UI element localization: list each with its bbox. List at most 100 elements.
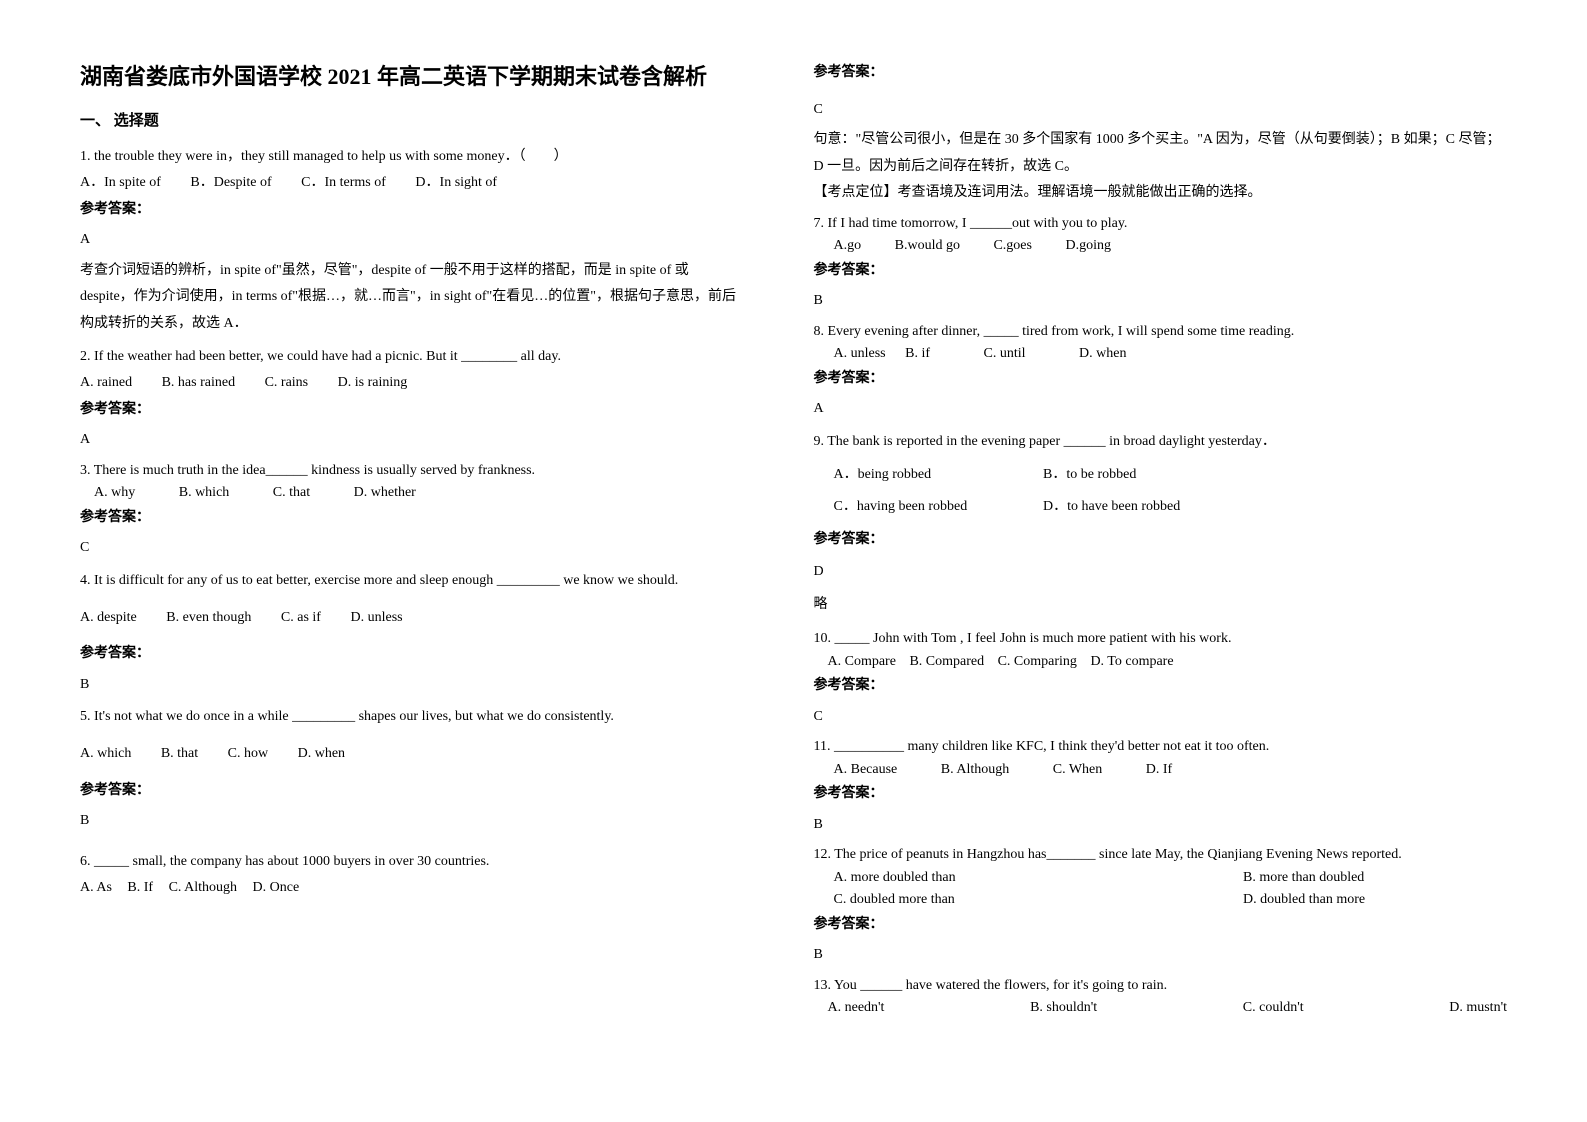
q2-opt-a: A. rained [80,370,132,397]
q7-opt-d: D.going [1065,235,1111,257]
question-8-options: A. unless B. if C. until D. when [814,343,1508,365]
answer-label-8: 参考答案： [814,366,1508,393]
q9-opt-d: D．to have been robbed [1043,494,1180,521]
q11-opt-d: D. If [1146,759,1172,781]
question-8: 8. Every evening after dinner, _____ tir… [814,321,1508,343]
right-column: 参考答案： C 句意："尽管公司很小，但是在 30 多个国家有 1000 多个买… [794,0,1587,1122]
q9-answer: D [814,559,1508,586]
q13-opt-c: C. couldn't [1243,997,1304,1019]
question-1-options: A．In spite of B．Despite of C．In terms of… [80,170,744,197]
q6-opt-a: A. As [80,875,112,902]
q7-opt-a: A.go [834,235,862,257]
q13-opt-a: A. needn't [828,997,885,1019]
question-3-options: A. why B. which C. that D. whether [80,482,744,504]
answer-label-5: 参考答案： [80,778,744,805]
question-9-options: A．being robbed B．to be robbed C．having b… [814,462,1508,521]
q1-answer: A [80,227,744,254]
question-3: 3. There is much truth in the idea______… [80,460,744,482]
q1-opt-a: A．In spite of [80,170,161,197]
question-12-options: A. more doubled than B. more than double… [814,867,1508,912]
q6-opt-b: B. If [127,875,153,902]
answer-label-3: 参考答案： [80,505,744,532]
q9-opt-b: B．to be robbed [1043,462,1136,489]
question-6-options: A. As B. If C. Although D. Once [80,875,744,902]
answer-label-2: 参考答案： [80,397,744,424]
question-5-options: A. which B. that C. how D. when [80,741,744,768]
question-4-options: A. despite B. even though C. as if D. un… [80,605,744,632]
answer-label-10: 参考答案： [814,673,1508,700]
q1-explanation: 考查介词短语的辨析，in spite of"虽然，尽管"，despite of … [80,258,744,338]
q4-answer: B [80,672,744,699]
q1-opt-b: B．Despite of [190,170,271,197]
q10-opt-a: A. Compare [828,651,896,673]
q7-opt-c: C.goes [993,235,1032,257]
q3-opt-a: A. why [94,482,135,504]
q4-opt-d: D. unless [350,605,402,632]
answer-label-4: 参考答案： [80,641,744,668]
q6-answer: C [814,97,1508,124]
q10-opt-b: B. Compared [909,651,984,673]
answer-label-9: 参考答案： [814,527,1508,554]
q12-opt-b: B. more than doubled [1243,867,1364,889]
answer-label-11: 参考答案： [814,781,1508,808]
q7-opt-b: B.would go [895,235,960,257]
q10-answer: C [814,704,1508,731]
question-6: 6. _____ small, the company has about 10… [80,849,744,876]
q9-opt-a: A．being robbed [834,462,1014,489]
q5-opt-b: B. that [161,741,198,768]
q10-opt-c: C. Comparing [998,651,1077,673]
q1-opt-c: C．In terms of [301,170,386,197]
q6-opt-c: C. Although [169,875,237,902]
q3-opt-b: B. which [179,482,230,504]
q8-opt-d: D. when [1079,343,1126,365]
q11-opt-a: A. Because [834,759,898,781]
question-1: 1. the trouble they were in，they still m… [80,144,744,171]
question-2: 2. If the weather had been better, we co… [80,344,744,371]
q3-opt-c: C. that [273,482,310,504]
q7-answer: B [814,288,1508,315]
answer-label-1: 参考答案： [80,197,744,224]
q4-opt-b: B. even though [166,605,251,632]
q8-answer: A [814,396,1508,423]
q9-opt-c: C．having been robbed [834,494,1014,521]
q8-opt-c: C. until [984,343,1026,365]
document-title: 湖南省娄底市外国语学校 2021 年高二英语下学期期末试卷含解析 [80,60,744,93]
q2-opt-b: B. has rained [162,370,235,397]
answer-label-7: 参考答案： [814,258,1508,285]
q2-opt-c: C. rains [265,370,309,397]
question-10-options: A. Compare B. Compared C. Comparing D. T… [814,651,1508,673]
q12-opt-d: D. doubled than more [1243,889,1365,911]
section-1-title: 一、 选择题 [80,107,744,136]
q11-opt-b: B. Although [941,759,1009,781]
q13-opt-b: B. shouldn't [1030,997,1097,1019]
q2-answer: A [80,427,744,454]
question-2-options: A. rained B. has rained C. rains D. is r… [80,370,744,397]
q4-opt-a: A. despite [80,605,137,632]
q12-opt-a: A. more doubled than [834,867,1214,889]
question-12: 12. The price of peanuts in Hangzhou has… [814,844,1508,866]
q6-explanation-2: 【考点定位】考查语境及连词用法。理解语境一般就能做出正确的选择。 [814,180,1508,207]
question-7: 7. If I had time tomorrow, I ______out w… [814,213,1508,235]
q10-opt-d: D. To compare [1090,651,1173,673]
question-9: 9. The bank is reported in the evening p… [814,429,1508,456]
q6-explanation-1: 句意："尽管公司很小，但是在 30 多个国家有 1000 多个买主。"A 因为，… [814,127,1508,180]
q13-opt-d: D. mustn't [1449,997,1507,1019]
q2-opt-d: D. is raining [338,370,408,397]
q5-opt-c: C. how [228,741,268,768]
question-10: 10. _____ John with Tom , I feel John is… [814,628,1508,650]
q3-opt-d: D. whether [354,482,416,504]
left-column: 湖南省娄底市外国语学校 2021 年高二英语下学期期末试卷含解析 一、 选择题 … [0,0,794,1122]
question-5: 5. It's not what we do once in a while _… [80,704,744,731]
q1-opt-d: D．In sight of [415,170,497,197]
q5-opt-a: A. which [80,741,131,768]
question-7-options: A.go B.would go C.goes D.going [814,235,1508,257]
question-13-options: A. needn't B. shouldn't C. couldn't D. m… [814,997,1508,1019]
q8-opt-a: A. unless [834,343,886,365]
q11-opt-c: C. When [1053,759,1103,781]
q11-answer: B [814,812,1508,839]
q12-opt-c: C. doubled more than [834,889,1214,911]
q5-answer: B [80,808,744,835]
answer-label-6: 参考答案： [814,60,1508,87]
question-11-options: A. Because B. Although C. When D. If [814,759,1508,781]
answer-label-12: 参考答案： [814,912,1508,939]
